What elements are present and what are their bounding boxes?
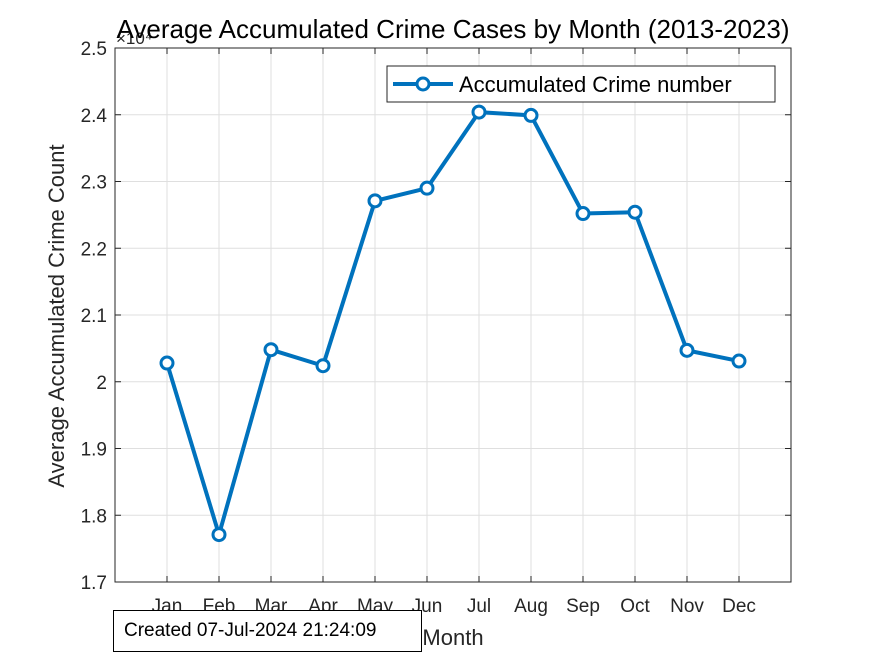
y-tick-label: 2.4 xyxy=(81,106,108,127)
series-line xyxy=(165,110,740,537)
created-timestamp-text: Created 07-Jul-2024 21:24:09 xyxy=(124,620,377,641)
y-axis-ticks: 1.7 1.8 1.9 2 2.1 2.2 2.3 2.4 2.5 xyxy=(81,39,791,594)
x-tick-label: Nov xyxy=(670,596,704,617)
y-tick-label: 2.2 xyxy=(81,239,107,260)
x-axis-title: Month xyxy=(422,625,483,650)
data-point xyxy=(731,353,747,369)
y-tick-label: 2.1 xyxy=(81,306,107,327)
data-point xyxy=(679,342,695,358)
data-point xyxy=(263,342,279,358)
data-point xyxy=(315,358,331,374)
x-axis-ticks: Jan Feb Mar Apr May Jun Jul Aug Sep Oct Nov Dec xyxy=(152,48,756,617)
y-exponent-label: ×10⁴ xyxy=(116,29,152,48)
y-tick-label: 1.7 xyxy=(81,573,107,594)
x-tick-label: Dec xyxy=(722,596,756,617)
data-point xyxy=(159,355,175,371)
data-point xyxy=(471,104,487,120)
x-tick-label: Jul xyxy=(467,596,491,617)
x-tick-label: Sep xyxy=(566,596,600,617)
y-tick-label: 2.3 xyxy=(81,173,107,194)
data-point xyxy=(211,527,227,543)
legend-label: Accumulated Crime number xyxy=(459,72,732,97)
x-tick-label: Aug xyxy=(514,596,548,617)
created-timestamp-box: Created 07-Jul-2024 21:24:09 xyxy=(113,610,422,652)
legend: Accumulated Crime number xyxy=(386,65,776,103)
chart-title: Average Accumulated Crime Cases by Month… xyxy=(117,14,790,44)
y-tick-label: 1.8 xyxy=(81,506,107,527)
series-layer xyxy=(159,104,747,543)
y-tick-label: 2.5 xyxy=(81,39,107,60)
data-point xyxy=(419,180,435,196)
grid-lines xyxy=(115,47,791,583)
data-point xyxy=(523,107,539,123)
data-point xyxy=(575,206,591,222)
y-tick-label: 2 xyxy=(96,373,107,394)
legend-marker-sample xyxy=(415,76,431,92)
data-point xyxy=(367,193,383,209)
y-axis-title: Average Accumulated Crime Count xyxy=(44,144,69,487)
y-tick-label: 1.9 xyxy=(81,440,107,461)
x-tick-label: Oct xyxy=(620,596,650,617)
data-point xyxy=(627,204,643,220)
